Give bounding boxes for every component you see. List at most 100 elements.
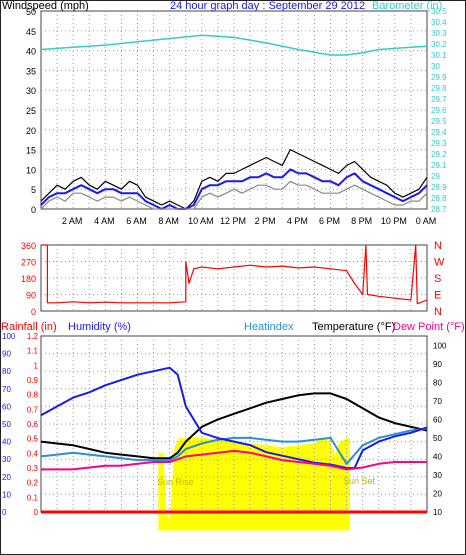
rain-tick-label: 0 <box>34 508 39 517</box>
x-tick-label: 8 PM <box>351 216 372 226</box>
temperature-panel: 0 0.1 0.2 0.3 0.4 0.5 0.6 0.7 0.8 0.9 1 1.1 1.2 0 10 2… <box>1 321 465 531</box>
rain-tick-label: 0.7 <box>27 405 39 414</box>
dewpoint-legend: Dew Point (°F) <box>393 321 465 333</box>
humidity-tick-label: 60 <box>2 402 11 411</box>
direction-tick-label: 90 <box>26 291 36 301</box>
humidity-tick-label: 10 <box>2 490 11 499</box>
series-wind_gray <box>40 180 428 210</box>
compass-tick-label: E <box>434 290 441 302</box>
barometer-y-ticks: 28.7 28.8 28.9 29 29.1 29.2 29.3 29.4 29.5 29.6 29… <box>431 7 447 214</box>
barometer-tick-label: 29.7 <box>431 95 447 104</box>
temperature-tick-label: 20 <box>433 489 442 498</box>
series-temp <box>40 392 428 460</box>
x-tick-label: 10 AM <box>188 216 214 226</box>
temperature-tick-label: 10 <box>433 508 442 517</box>
temperature-tick-label: 100 <box>433 341 447 350</box>
sunset-label: Sun Set <box>343 476 376 486</box>
series-dew <box>41 449 427 471</box>
wind-tick-label: 40 <box>26 47 36 57</box>
temperature-tick-label: 80 <box>433 378 442 387</box>
direction-tick-label: 0 <box>31 307 36 317</box>
chart-title: 24 hour graph day : September 29 2012 <box>170 0 365 12</box>
x-tick-label: 4 PM <box>287 216 308 226</box>
barometer-tick-label: 29 <box>431 172 440 181</box>
temperature-tick-label: 60 <box>433 415 442 424</box>
temperature-series <box>40 366 428 514</box>
wind-tick-label: 10 <box>26 165 36 175</box>
wind-tick-label: 0 <box>31 205 36 215</box>
temperature-tick-label: 90 <box>433 360 442 369</box>
humidity-y-ticks: 0 10 20 30 40 50 60 70 80 90 100 <box>2 332 16 517</box>
humidity-tick-label: 50 <box>2 420 11 429</box>
barometer-tick-label: 29.3 <box>431 139 447 148</box>
rain-y-ticks: 0 0.1 0.2 0.3 0.4 0.5 0.6 0.7 0.8 0.9 1 1.1 1.2 <box>27 332 39 517</box>
barometer-tick-label: 28.8 <box>431 194 447 203</box>
sunshine-fill <box>158 437 350 531</box>
x-tick-label: 6 AM <box>126 216 147 226</box>
compass-tick-label: S <box>434 273 441 285</box>
x-tick-label: 10 PM <box>381 216 407 226</box>
wind-tick-label: 35 <box>26 66 36 76</box>
series-direction <box>41 244 428 305</box>
temperature-y-ticks: 10 20 30 40 50 60 70 80 90 100 <box>433 341 447 517</box>
sunshine-area <box>158 437 350 531</box>
humidity-tick-label: 70 <box>2 385 11 394</box>
humidity-tick-label: 80 <box>2 367 11 376</box>
series-barometer <box>40 34 428 56</box>
rain-tick-label: 1.2 <box>27 332 39 341</box>
wind-y-ticks: 0 5 10 15 20 25 30 35 40 45 50 <box>26 7 36 215</box>
direction-tick-label: 270 <box>21 258 36 268</box>
barometer-tick-label: 29.1 <box>431 161 447 170</box>
temperature-tick-label: 70 <box>433 397 442 406</box>
wind-series <box>40 34 428 210</box>
humidity-tick-label: 100 <box>2 332 16 341</box>
x-tick-label: 8 AM <box>158 216 179 226</box>
wind-tick-label: 15 <box>26 146 36 156</box>
barometer-tick-label: 30.3 <box>431 29 447 38</box>
wind-tick-label: 50 <box>26 7 36 17</box>
compass-tick-label: N <box>434 240 442 252</box>
series-wind <box>40 149 428 210</box>
wind-x-ticks: 2 AM 4 AM 6 AM 8 AM 10 AM 12 PM 2 PM 4 PM 6 PM 8 … <box>62 216 436 226</box>
x-tick-label: 4 AM <box>94 216 115 226</box>
rainfall-axis-label: Rainfall (in) <box>1 321 57 333</box>
wind-axis-label: Windspeed (mph) <box>2 0 89 12</box>
barometer-tick-label: 29.6 <box>431 106 447 115</box>
barometer-tick-label: 28.9 <box>431 183 447 192</box>
barometer-tick-label: 30 <box>431 62 440 71</box>
series-heatindex <box>40 427 428 465</box>
wind-tick-label: 5 <box>31 185 36 195</box>
barometer-tick-label: 29.9 <box>431 73 447 82</box>
rain-tick-label: 0.2 <box>27 479 39 488</box>
x-tick-label: 0 AM <box>416 216 437 226</box>
humidity-tick-label: 0 <box>2 508 7 517</box>
rain-tick-label: 0.3 <box>27 464 39 473</box>
direction-y-ticks: 0 90 180 270 360 <box>21 241 36 317</box>
humidity-tick-label: 30 <box>2 455 11 464</box>
barometer-tick-label: 29.5 <box>431 117 447 126</box>
compass-tick-label: N <box>434 306 442 318</box>
barometer-tick-label: 30.4 <box>431 18 447 27</box>
x-tick-label: 12 PM <box>220 216 246 226</box>
x-tick-label: 2 PM <box>255 216 276 226</box>
barometer-tick-label: 30.2 <box>431 40 447 49</box>
barometer-axis-label: Barometer (in) <box>372 0 442 12</box>
rain-tick-label: 1 <box>34 361 39 370</box>
rain-tick-label: 0.1 <box>27 493 39 502</box>
humidity-tick-label: 40 <box>2 438 11 447</box>
wind-tick-label: 20 <box>26 126 36 136</box>
temperature-gridlines <box>41 336 427 512</box>
rain-tick-label: 0.9 <box>27 376 39 385</box>
wind-tick-label: 25 <box>26 106 36 116</box>
series-gust_avg <box>40 168 428 210</box>
wind-tick-label: 45 <box>26 27 36 37</box>
barometer-tick-label: 29.8 <box>431 84 447 93</box>
humidity-axis-label: Humidity (%) <box>68 321 131 333</box>
temperature-tick-label: 30 <box>433 471 442 480</box>
barometer-tick-label: 30.5 <box>431 7 447 16</box>
humidity-tick-label: 20 <box>2 473 11 482</box>
heatindex-legend: Heatindex <box>244 321 294 333</box>
